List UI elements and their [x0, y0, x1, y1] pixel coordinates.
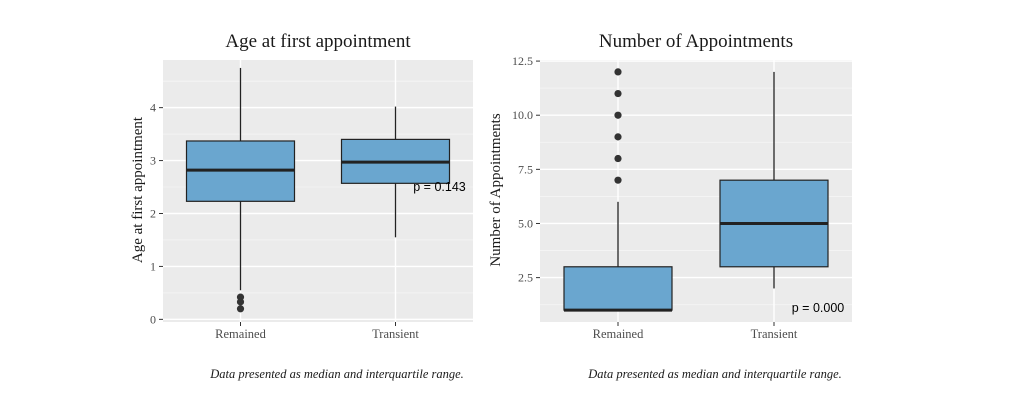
y-axis-label: Number of Appointments: [488, 113, 504, 266]
outlier-point: [614, 89, 622, 98]
box-transient: [719, 71, 829, 289]
outlier-point: [236, 305, 245, 313]
y-tick-label: 5.0: [518, 216, 533, 230]
x-tick-label: Transient: [372, 327, 419, 341]
chart-title: Number of Appointments: [599, 31, 793, 52]
y-tick-label: 4: [150, 101, 156, 115]
outlier-point: [614, 68, 622, 76]
y-axis-label: Age at first appointment: [130, 116, 146, 263]
box-remained: [563, 68, 673, 312]
box-transient: [340, 106, 451, 238]
outlier-point: [614, 176, 622, 184]
y-tick-label: 7.5: [518, 162, 533, 176]
chart-caption: Data presented as median and interquarti…: [587, 367, 842, 381]
chart-age-at-first-appointment: Age at first appointment Age at first ap…: [130, 31, 473, 381]
x-tick-label: Transient: [751, 327, 798, 341]
p-value-annotation: p = 0.000: [792, 301, 845, 315]
chart-title: Age at first appointment: [225, 31, 411, 52]
outlier-point: [614, 154, 622, 163]
y-tick-label: 10.0: [512, 108, 533, 122]
chart-caption: Data presented as median and interquarti…: [209, 367, 464, 381]
p-value-annotation: p = 0.143: [413, 180, 466, 194]
y-tick-label: 2: [150, 206, 156, 220]
y-tick-label: 3: [150, 154, 156, 168]
outlier-point: [236, 298, 245, 306]
outlier-point: [614, 133, 622, 141]
outlier-point: [614, 111, 622, 119]
x-tick-label: Remained: [593, 327, 644, 341]
plot-panel: [540, 60, 852, 322]
chart-number-of-appointments: Number of Appointments Number of Appoint…: [488, 31, 852, 381]
box-remained: [185, 67, 296, 313]
y-tick-label: 2.5: [518, 271, 533, 285]
y-tick-label: 1: [150, 259, 156, 273]
x-tick-label: Remained: [215, 327, 266, 341]
y-tick-label: 12.5: [512, 54, 533, 68]
iqr-box: [563, 266, 673, 311]
y-tick-label: 0: [150, 312, 156, 326]
